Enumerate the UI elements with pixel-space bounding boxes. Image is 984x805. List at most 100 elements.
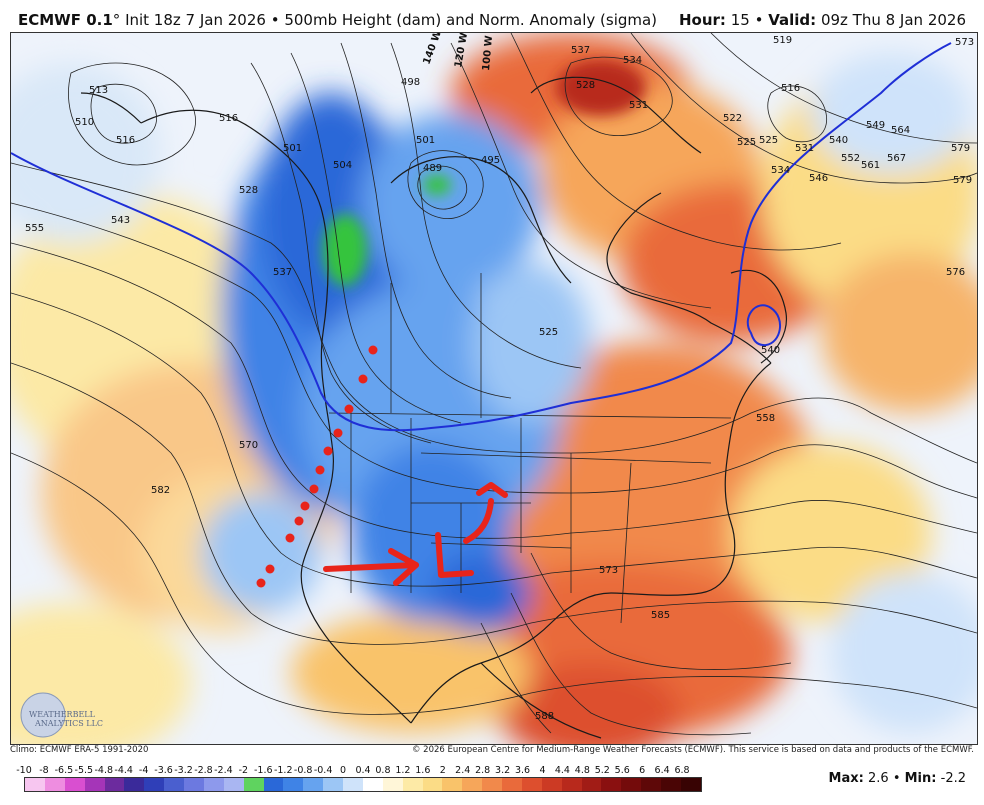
colorbar-tick-label: 6.4 [654,765,670,776]
contour-label: 528 [239,185,258,196]
contour-label: 537 [571,45,590,56]
contour-label: 537 [273,267,292,278]
colorbar-tick-label: -10 [16,765,32,776]
colorbar-tick-label: 3.2 [495,765,511,776]
colorbar-tick-label: 4.4 [554,765,570,776]
valid-label: Valid: [768,11,817,29]
hour-value: 15 [730,11,750,29]
max-min-readout: Max: 2.6 • Min: -2.2 [829,771,966,786]
colorbar-swatch [641,778,661,791]
contour-label: 528 [576,80,595,91]
contour-label: 555 [25,223,44,234]
annotation-dot [300,501,310,511]
annotation-dot [333,428,343,438]
colorbar-swatch [343,778,363,791]
colorbar-swatch [164,778,184,791]
colorbar-swatch [84,778,105,791]
contour-label: 525 [737,137,756,148]
colorbar-swatch [303,778,324,791]
contour-label: 573 [599,565,618,576]
colorbar-tick-label: -1.2 [273,765,293,776]
borders [328,273,732,624]
contour-label: 561 [861,160,880,171]
contour-label: 510 [75,117,94,128]
colorbar-tick-label: 0.4 [355,765,371,776]
colorbar-swatch [442,778,463,791]
contour-label: 546 [809,173,828,184]
colorbar-swatch [621,778,642,791]
colorbar-swatch [422,778,443,791]
colorbar-tick-label: -5.5 [74,765,94,776]
copyright-note: © 2026 European Centre for Medium-Range … [411,745,974,755]
colorbar-swatch [184,778,204,791]
logo-text: WEATHERBELL [29,710,96,719]
colorbar-swatch [263,778,284,791]
colorbar-swatch [44,778,65,791]
contour-label: 534 [623,55,642,66]
colorbar-tick-label: -6.5 [54,765,74,776]
header-bar: ECMWF 0.1° Init 18z 7 Jan 2026 • 500mb H… [0,0,984,32]
contour-label: 549 [866,120,885,131]
forecast-map: 513 510 516 516 501 504 498 501 489 495 … [10,32,978,745]
colorbar-tick-label: 5.6 [614,765,630,776]
colorbar-tick-label: -2 [238,765,249,776]
valid-value: 09z Thu 8 Jan 2026 [820,11,966,29]
weatherbell-logo: WEATHERBELL ANALYTICS LLC [20,692,103,738]
contour-label: 525 [539,327,558,338]
colorbar-tick-label: 4.8 [574,765,590,776]
colorbar-tick-label: -0.8 [293,765,313,776]
colorbar-swatch [482,778,502,791]
colorbar-tick-label: 3.6 [514,765,531,776]
colorbar-swatch [362,778,383,791]
minmax-bullet: • [892,771,901,786]
model-name: ECMWF 0.1 [18,11,113,29]
contour-label: 516 [116,135,135,146]
coastlines [80,76,788,739]
colorbar-swatch [382,778,403,791]
contour-label: 585 [651,610,670,621]
colorbar-swatch [661,778,681,791]
colorbar-tick-label: 0 [340,765,347,776]
colorbar-swatch [243,778,264,791]
contour-label: 567 [887,153,906,164]
colorbar-swatch [581,778,602,791]
contour-label: 525 [759,135,778,146]
colorbar-tick-label: -3.2 [174,765,193,776]
init-time: Init 18z 7 Jan 2026 [125,11,266,29]
colorbar-swatch [203,778,224,791]
contour-label: 543 [111,215,130,226]
contour-label: 570 [239,440,258,451]
contour-label: 573 [955,37,974,48]
chart-title: ECMWF 0.1° Init 18z 7 Jan 2026 • 500mb H… [18,11,657,29]
colorbar [24,777,702,792]
climo-note: Climo: ECMWF ERA-5 1991-2020 [10,745,149,755]
contour-label: 552 [841,153,860,164]
annotation-dot [256,578,266,588]
colorbar-swatch [521,778,542,791]
colorbar-tick-label: -4.4 [114,765,133,776]
colorbar-swatch [283,778,304,791]
contour-label: 501 [283,143,302,154]
contour-label: 558 [756,413,775,424]
annotation-dot [368,345,378,355]
colorbar-swatch [502,778,522,791]
annotation-dot [285,533,295,543]
colorbar-swatch [462,778,483,791]
colorbar-tick-label: -4 [138,765,149,776]
annotation-dot [323,446,333,456]
annotation-dot [358,374,368,384]
colorbar-swatch [124,778,145,791]
colorbar-tick-label: -0.4 [313,765,333,776]
degree-mark: ° [112,11,121,29]
contour-label: 489 [423,163,442,174]
colorbar-swatch [64,778,85,791]
colorbar-swatch [104,778,125,791]
max-value: 2.6 [867,771,889,786]
contour-label: 504 [333,160,352,171]
colorbar-tick-label: 2.8 [475,765,491,776]
contour-label: 564 [891,125,910,136]
hour-label: Hour: [678,11,726,29]
annotation-dot [294,516,304,526]
anomaly-core [323,60,646,286]
field-name: 500mb Height (dam) and Norm. Anomaly (si… [284,11,658,29]
